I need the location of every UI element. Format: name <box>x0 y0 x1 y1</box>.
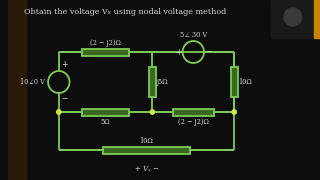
Bar <box>231 67 238 97</box>
Text: Obtain the voltage Vₓ using nodal voltage method: Obtain the voltage Vₓ using nodal voltag… <box>24 8 226 16</box>
Bar <box>173 109 214 116</box>
Text: −: − <box>61 94 67 103</box>
Bar <box>149 67 156 97</box>
Text: +: + <box>175 48 182 57</box>
Text: 5Ω: 5Ω <box>101 118 110 126</box>
Text: −: − <box>205 48 212 57</box>
Bar <box>8 0 26 180</box>
Bar <box>271 0 320 38</box>
Text: j5Ω: j5Ω <box>156 78 168 86</box>
Text: 10Ω: 10Ω <box>140 137 153 145</box>
Circle shape <box>57 110 61 114</box>
Bar <box>314 0 320 38</box>
Circle shape <box>232 110 236 114</box>
Bar <box>82 109 129 116</box>
Text: + Vₓ −: + Vₓ − <box>135 165 158 173</box>
Circle shape <box>150 110 155 114</box>
Circle shape <box>284 8 301 26</box>
Bar <box>82 48 129 55</box>
Text: (2 − j2)Ω: (2 − j2)Ω <box>178 118 209 126</box>
Text: 5∠ 30 V: 5∠ 30 V <box>180 31 207 39</box>
Text: 10Ω: 10Ω <box>238 78 252 86</box>
Bar <box>103 147 190 154</box>
Text: +: + <box>61 60 67 69</box>
Text: (2 − j2)Ω: (2 − j2)Ω <box>90 39 121 47</box>
Text: 10∠0 V: 10∠0 V <box>20 78 45 86</box>
